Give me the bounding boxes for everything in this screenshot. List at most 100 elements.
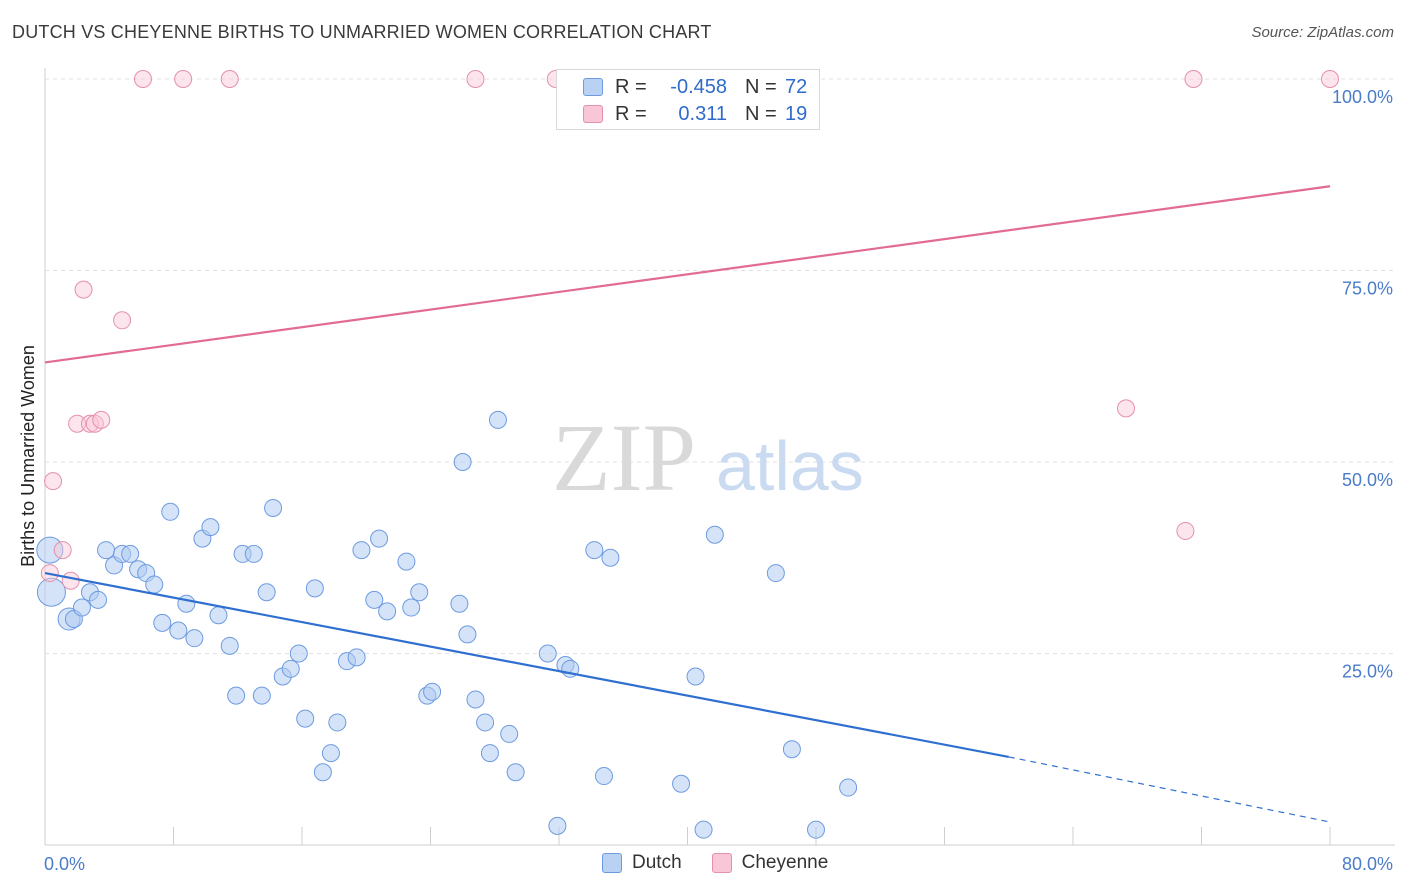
dutch-point[interactable] bbox=[161, 502, 180, 521]
cheyenne-point[interactable] bbox=[133, 70, 152, 88]
cheyenne-point[interactable] bbox=[44, 472, 63, 491]
correlation-legend: R = -0.458 N = 72 R = 0.311 N = 19 bbox=[556, 69, 820, 130]
dutch-point[interactable] bbox=[227, 686, 246, 705]
legend-label-cheyenne: Cheyenne bbox=[741, 852, 829, 873]
dutch-point[interactable] bbox=[538, 644, 557, 663]
legend-swatch-cheyenne bbox=[583, 105, 603, 123]
dutch-point[interactable] bbox=[370, 529, 389, 548]
cheyenne-point[interactable] bbox=[61, 571, 80, 590]
dutch-point[interactable] bbox=[220, 636, 239, 655]
dutch-trend-line bbox=[44, 571, 1009, 758]
dutch-point[interactable] bbox=[153, 613, 172, 632]
cheyenne-point[interactable] bbox=[80, 414, 99, 433]
dutch-point[interactable] bbox=[289, 644, 308, 663]
cheyenne-point[interactable] bbox=[68, 414, 87, 433]
dutch-point[interactable] bbox=[244, 544, 263, 563]
cheyenne-point[interactable] bbox=[74, 280, 93, 299]
legend-r-value-dutch: -0.458 bbox=[670, 75, 727, 98]
cheyenne-point[interactable] bbox=[466, 70, 485, 88]
cheyenne-point[interactable] bbox=[220, 70, 239, 88]
dutch-point[interactable] bbox=[347, 648, 366, 667]
dutch-point[interactable] bbox=[201, 518, 220, 537]
dutch-point[interactable] bbox=[807, 820, 825, 839]
legend-row-cheyenne: R = 0.311 N = 19 bbox=[583, 101, 807, 127]
dutch-point[interactable] bbox=[500, 724, 519, 743]
dutch-point[interactable] bbox=[839, 778, 858, 797]
dutch-point[interactable] bbox=[476, 713, 495, 732]
dutch-point[interactable] bbox=[397, 552, 416, 571]
legend-label-dutch: Dutch bbox=[632, 852, 682, 873]
legend-n-label: N = bbox=[745, 102, 777, 125]
dutch-point[interactable] bbox=[185, 629, 204, 648]
dutch-point[interactable] bbox=[36, 577, 66, 607]
dutch-point[interactable] bbox=[36, 536, 64, 564]
dutch-point[interactable] bbox=[281, 659, 300, 678]
cheyenne-point[interactable] bbox=[1184, 70, 1203, 88]
dutch-point[interactable] bbox=[378, 602, 397, 621]
dutch-point[interactable] bbox=[177, 594, 196, 613]
dutch-point[interactable] bbox=[410, 583, 429, 602]
legend-n-label: N = bbox=[745, 75, 777, 98]
cheyenne-point[interactable] bbox=[113, 311, 132, 330]
dutch-point[interactable] bbox=[89, 590, 108, 609]
dutch-point[interactable] bbox=[402, 598, 421, 617]
legend-item-cheyenne[interactable]: Cheyenne bbox=[711, 852, 829, 874]
trend-layer bbox=[44, 185, 1331, 823]
dutch-point[interactable] bbox=[466, 690, 485, 709]
legend-row-dutch: R = -0.458 N = 72 bbox=[583, 74, 807, 100]
legend-r-label: R = bbox=[615, 75, 647, 98]
cheyenne-point[interactable] bbox=[53, 541, 72, 560]
dutch-point[interactable] bbox=[97, 541, 116, 560]
dutch-point[interactable] bbox=[585, 541, 604, 560]
dutch-point[interactable] bbox=[296, 709, 315, 728]
grid-layer bbox=[45, 78, 1395, 654]
legend-n-value-dutch: 72 bbox=[785, 75, 808, 98]
cheyenne-point[interactable] bbox=[1176, 521, 1195, 540]
dutch-point[interactable] bbox=[352, 541, 371, 560]
dutch-point[interactable] bbox=[257, 583, 276, 602]
dutch-point[interactable] bbox=[321, 744, 340, 763]
dutch-point[interactable] bbox=[313, 763, 332, 782]
y-tick-label: 75.0% bbox=[1342, 279, 1393, 299]
dutch-point[interactable] bbox=[365, 590, 384, 609]
dutch-point[interactable] bbox=[305, 579, 324, 598]
legend-item-dutch[interactable]: Dutch bbox=[602, 852, 682, 874]
dutch-point[interactable] bbox=[453, 453, 472, 471]
dutch-point[interactable] bbox=[548, 816, 567, 835]
watermark-zip: ZIP bbox=[552, 404, 696, 511]
dutch-point[interactable] bbox=[72, 598, 91, 617]
cheyenne-point[interactable] bbox=[1321, 70, 1339, 88]
source-credit: Source: ZipAtlas.com bbox=[1251, 24, 1394, 41]
cheyenne-point[interactable] bbox=[92, 410, 111, 429]
dutch-point[interactable] bbox=[766, 564, 785, 583]
cheyenne-point[interactable] bbox=[1117, 399, 1136, 418]
dutch-point[interactable] bbox=[601, 548, 620, 567]
dutch-point[interactable] bbox=[328, 713, 347, 732]
cheyenne-point[interactable] bbox=[174, 70, 193, 88]
dutch-point[interactable] bbox=[450, 594, 469, 613]
dutch-point[interactable] bbox=[705, 525, 724, 544]
dutch-point[interactable] bbox=[782, 740, 801, 759]
dutch-point[interactable] bbox=[264, 498, 283, 517]
dutch-point[interactable] bbox=[672, 774, 691, 793]
y-axis-label: Births to Unmarried Women bbox=[18, 345, 38, 567]
legend-r-label: R = bbox=[615, 102, 647, 125]
dutch-point[interactable] bbox=[423, 682, 442, 701]
dutch-point[interactable] bbox=[169, 621, 188, 640]
dutch-point[interactable] bbox=[121, 544, 140, 563]
y-tick-label: 50.0% bbox=[1342, 470, 1393, 490]
dutch-point[interactable] bbox=[506, 763, 525, 782]
dutch-point[interactable] bbox=[686, 667, 705, 686]
dutch-point[interactable] bbox=[694, 820, 713, 839]
dutch-point[interactable] bbox=[488, 410, 507, 429]
dutch-point[interactable] bbox=[209, 606, 228, 625]
dutch-point[interactable] bbox=[252, 686, 271, 705]
dutch-point[interactable] bbox=[145, 575, 164, 594]
dutch-trend-extension bbox=[1008, 756, 1331, 823]
dutch-point[interactable] bbox=[594, 767, 613, 786]
points-layer bbox=[36, 70, 1339, 839]
y-tick-label: 25.0% bbox=[1342, 662, 1393, 682]
axis-layer: 25.0% 50.0% 75.0% 100.0% 0.0% 80.0% bbox=[44, 68, 1395, 874]
dutch-point[interactable] bbox=[480, 744, 499, 763]
dutch-point[interactable] bbox=[458, 625, 477, 644]
